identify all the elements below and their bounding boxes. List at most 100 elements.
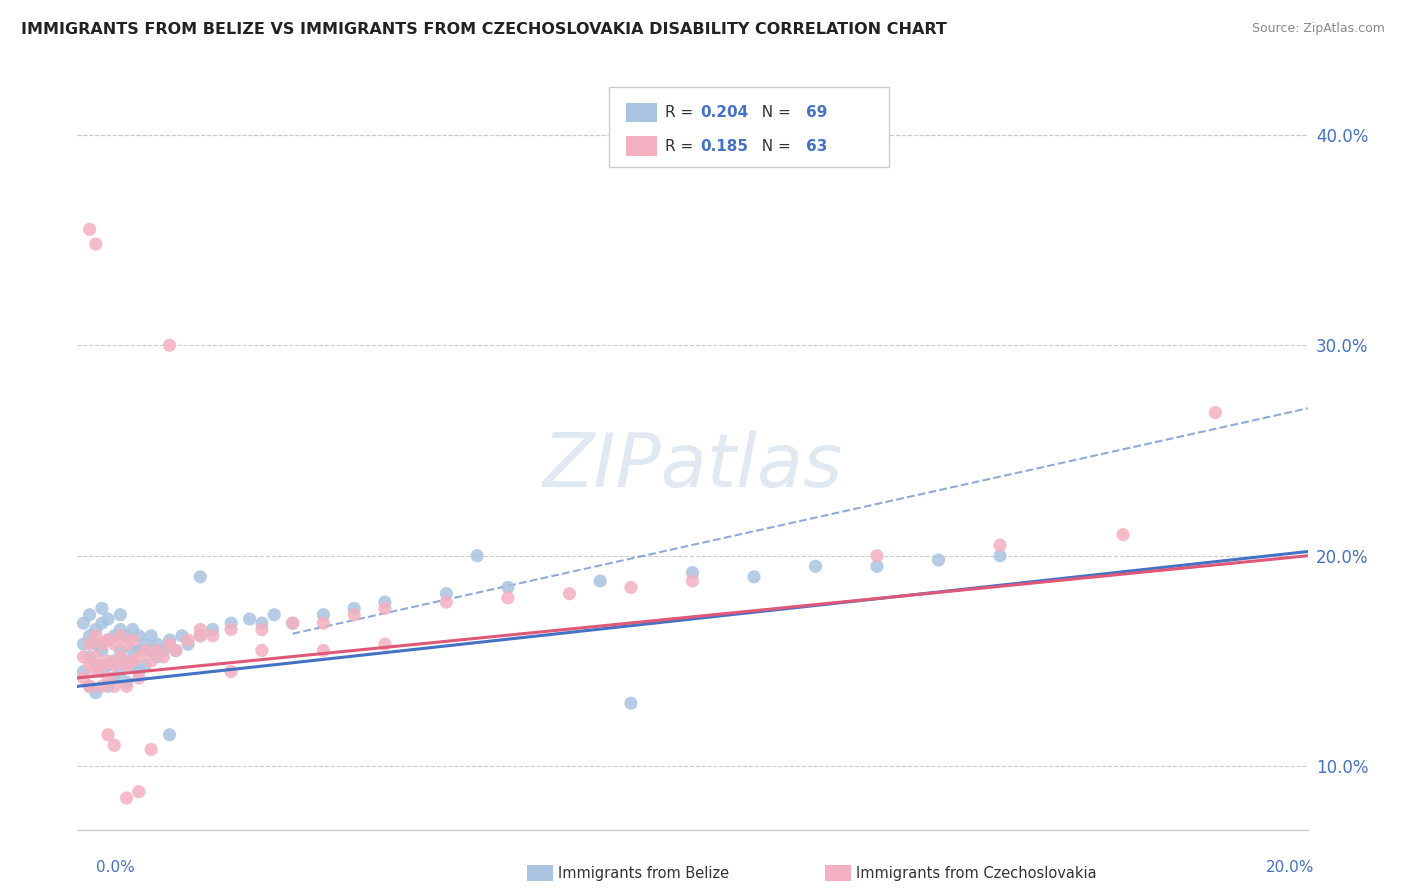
Point [465, 549, 488, 563]
Point [159, 728, 181, 742]
Point [115, 629, 138, 643]
Point [589, 574, 612, 588]
Point [84, 637, 107, 651]
Point [281, 616, 304, 631]
Point [141, 654, 163, 668]
Point [121, 654, 143, 668]
Text: 0.204: 0.204 [700, 105, 748, 120]
Point [110, 629, 132, 643]
Point [201, 629, 224, 643]
Point [90, 616, 114, 631]
Point [115, 679, 138, 693]
Point [312, 643, 335, 657]
Point [239, 612, 262, 626]
Point [79, 649, 101, 664]
Point [250, 643, 273, 657]
Point [141, 629, 163, 643]
Text: IMMIGRANTS FROM BELIZE VS IMMIGRANTS FROM CZECHOSLOVAKIA DISABILITY CORRELATION : IMMIGRANTS FROM BELIZE VS IMMIGRANTS FRO… [21, 22, 948, 37]
Point [115, 658, 138, 673]
Point [159, 637, 181, 651]
Point [343, 601, 366, 615]
Point [281, 616, 304, 631]
Point [188, 629, 212, 643]
Point [558, 587, 581, 601]
Point [84, 686, 107, 700]
Point [146, 643, 169, 657]
Point [97, 633, 120, 648]
Point [436, 595, 458, 609]
Point [141, 643, 163, 657]
Point [97, 658, 120, 673]
Point [110, 607, 132, 622]
Point [250, 623, 273, 637]
Point [128, 643, 150, 657]
Text: Immigrants from Czechoslovakia: Immigrants from Czechoslovakia [856, 866, 1097, 880]
Point [128, 785, 150, 799]
Point [79, 637, 101, 651]
Point [343, 607, 366, 622]
Point [79, 679, 101, 693]
Point [97, 612, 120, 626]
Point [90, 658, 114, 673]
Point [121, 623, 143, 637]
Text: 63: 63 [806, 139, 827, 153]
Point [90, 643, 114, 657]
Point [90, 601, 114, 615]
Point [188, 623, 212, 637]
Point [152, 643, 174, 657]
Text: N =: N = [752, 105, 796, 120]
Text: 0.0%: 0.0% [96, 860, 135, 874]
Point [165, 643, 187, 657]
Point [170, 629, 193, 643]
Point [90, 665, 114, 679]
Point [134, 643, 156, 657]
Point [146, 649, 169, 664]
Text: R =: R = [665, 139, 699, 153]
Point [84, 237, 107, 252]
Point [79, 629, 101, 643]
Point [146, 637, 169, 651]
Point [103, 739, 125, 753]
Point [804, 559, 827, 574]
Point [219, 623, 242, 637]
Point [84, 629, 107, 643]
Point [128, 665, 150, 679]
Text: 0.185: 0.185 [700, 139, 748, 153]
Point [141, 742, 163, 756]
Point [90, 679, 114, 693]
Point [121, 643, 143, 657]
Point [103, 629, 125, 643]
Point [134, 658, 156, 673]
Point [79, 679, 101, 693]
Point [219, 665, 242, 679]
Point [97, 728, 120, 742]
Point [177, 633, 200, 648]
Text: Immigrants from Belize: Immigrants from Belize [558, 866, 730, 880]
Point [103, 658, 125, 673]
Point [115, 637, 138, 651]
Point [72, 649, 94, 664]
Point [988, 549, 1011, 563]
Point [121, 633, 143, 648]
Point [928, 553, 950, 567]
Point [496, 591, 519, 605]
Point [97, 654, 120, 668]
Point [103, 671, 125, 685]
Point [188, 570, 212, 584]
Point [165, 643, 187, 657]
Point [682, 574, 704, 588]
Point [103, 637, 125, 651]
Point [188, 629, 212, 643]
Point [72, 665, 94, 679]
Point [84, 649, 107, 664]
Text: ZIPatlas: ZIPatlas [543, 430, 842, 501]
Point [682, 566, 704, 580]
Point [374, 637, 396, 651]
Point [97, 679, 120, 693]
Point [84, 658, 107, 673]
Point [219, 616, 242, 631]
Point [84, 623, 107, 637]
Point [79, 222, 101, 236]
Point [110, 643, 132, 657]
Point [866, 559, 889, 574]
